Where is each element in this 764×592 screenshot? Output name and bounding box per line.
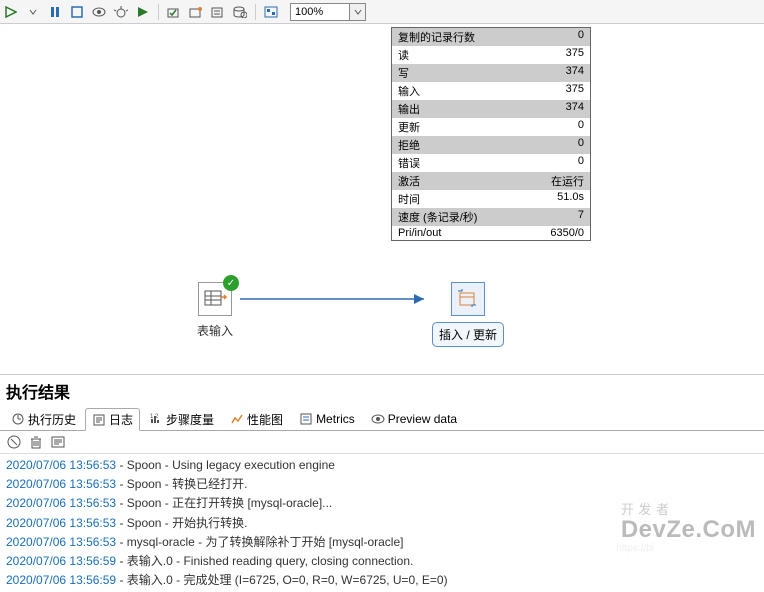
tab-icon: [11, 412, 25, 426]
preview-icon[interactable]: [90, 3, 108, 21]
log-text: - 表输入.0 - Finished reading query, closin…: [116, 554, 413, 568]
zoom-input[interactable]: [290, 3, 350, 21]
tab-日志[interactable]: 日志: [85, 408, 140, 431]
log-timestamp: 2020/07/06 13:56:53: [6, 496, 116, 510]
tab-label: 日志: [109, 411, 133, 428]
log-timestamp: 2020/07/06 13:56:53: [6, 516, 116, 530]
stats-val: 0: [578, 29, 584, 45]
impact-icon[interactable]: [187, 3, 205, 21]
log-timestamp: 2020/07/06 13:56:53: [6, 458, 116, 472]
results-title: 执行结果: [0, 374, 764, 407]
log-text: - Spoon - 正在打开转换 [mysql-oracle]...: [116, 496, 332, 510]
node-insert-update[interactable]: 插入 / 更新: [432, 282, 504, 347]
tab-label: 性能图: [247, 411, 283, 428]
dropdown-icon[interactable]: [24, 3, 42, 21]
show-results-icon[interactable]: [262, 3, 280, 21]
stop-icon[interactable]: [68, 3, 86, 21]
verify-icon[interactable]: [165, 3, 183, 21]
log-text: - Spoon - 转换已经打开.: [116, 477, 247, 491]
hop-arrow[interactable]: [0, 24, 460, 324]
zoom-dropdown[interactable]: [350, 3, 366, 21]
stats-val: 0: [578, 137, 584, 153]
stats-val: 0: [578, 155, 584, 171]
debug-icon[interactable]: [112, 3, 130, 21]
trash-icon[interactable]: [28, 434, 44, 450]
stats-val: 375: [566, 47, 584, 63]
stats-val: 0: [578, 119, 584, 135]
explore-db-icon[interactable]: [231, 3, 249, 21]
tab-步骤度量[interactable]: 1,2 步骤度量: [142, 408, 221, 430]
svg-text:1,2: 1,2: [150, 414, 159, 420]
insert-update-icon: [451, 282, 485, 316]
log-timestamp: 2020/07/06 13:56:53: [6, 477, 116, 491]
stats-val: 375: [566, 83, 584, 99]
log-line: 2020/07/06 13:56:53 - Spoon - Using lega…: [6, 456, 758, 475]
replay-icon[interactable]: [134, 3, 152, 21]
tab-icon: [92, 413, 106, 427]
log-line: 2020/07/06 13:56:59 - 表输入.0 - Finished r…: [6, 552, 758, 571]
log-line: 2020/07/06 13:56:59 - 表输入.0 - 完成处理 (I=67…: [6, 571, 758, 590]
stats-val: 51.0s: [557, 191, 584, 207]
tab-metrics[interactable]: Metrics: [292, 409, 362, 428]
log-text: - Spoon - Using legacy execution engine: [116, 458, 335, 472]
log-text: - mysql-oracle - 为了转换解除补丁开始 [mysql-oracl…: [116, 535, 403, 549]
zoom-control: [290, 3, 366, 21]
node-label: 插入 / 更新: [439, 328, 497, 342]
log-text: - 表输入.0 - 完成处理 (I=6725, O=0, R=0, W=6725…: [116, 573, 447, 587]
log-timestamp: 2020/07/06 13:56:59: [6, 554, 116, 568]
stats-val: 374: [566, 101, 584, 117]
tab-icon: [299, 412, 313, 426]
tab-icon: [371, 412, 385, 426]
tab-label: Preview data: [388, 412, 457, 426]
watermark-big: DevZe.CoM: [621, 516, 756, 543]
log-timestamp: 2020/07/06 13:56:53: [6, 535, 116, 549]
separator: [255, 4, 256, 20]
tab-label: Metrics: [316, 412, 355, 426]
log-toolbar: [0, 431, 764, 454]
sql-icon[interactable]: [209, 3, 227, 21]
node-label: 表输入: [197, 322, 233, 339]
clear-log-icon[interactable]: [6, 434, 22, 450]
stats-val: 在运行: [551, 173, 584, 189]
results-tabs: 执行历史 日志 1,2 步骤度量 性能图 Metrics Preview data: [0, 407, 764, 431]
tab-preview-data[interactable]: Preview data: [364, 409, 464, 428]
canvas[interactable]: 复制的记录行数0读375写374输入375输出374更新0拒绝0错误0激活在运行…: [0, 24, 764, 374]
stats-val: 7: [578, 209, 584, 225]
tab-icon: 1,2: [149, 412, 163, 426]
log-text: - Spoon - 开始执行转换.: [116, 516, 247, 530]
node-label-box: 插入 / 更新: [432, 322, 504, 347]
watermark-faint: https://bl: [616, 543, 654, 554]
tab-性能图[interactable]: 性能图: [223, 408, 290, 430]
pause-icon[interactable]: [46, 3, 64, 21]
stats-val: 6350/0: [550, 227, 584, 239]
separator: [158, 4, 159, 20]
tab-label: 步骤度量: [166, 411, 214, 428]
tab-label: 执行历史: [28, 411, 76, 428]
stats-val: 374: [566, 65, 584, 81]
log-timestamp: 2020/07/06 13:56:59: [6, 573, 116, 587]
watermark: 开 发 者 DevZe.CoM: [621, 499, 756, 544]
tab-icon: [230, 412, 244, 426]
tab-执行历史[interactable]: 执行历史: [4, 408, 83, 430]
toolbar: [0, 0, 764, 24]
run-icon[interactable]: [2, 3, 20, 21]
log-line: 2020/07/06 13:56:53 - Spoon - 转换已经打开.: [6, 475, 758, 494]
log-settings-icon[interactable]: [50, 434, 66, 450]
